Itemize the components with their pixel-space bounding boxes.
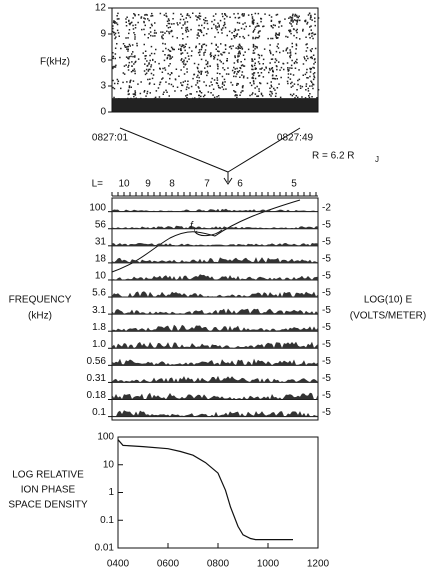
frequency-label: 5.6 bbox=[92, 288, 106, 299]
channel-trace bbox=[112, 243, 318, 246]
log-e-label: -2 bbox=[322, 202, 331, 213]
channel-trace bbox=[112, 324, 318, 332]
spectrogram-band bbox=[112, 98, 318, 112]
log-e-label: -5 bbox=[322, 219, 331, 230]
l-label: 9 bbox=[145, 179, 151, 190]
log-e-label: -5 bbox=[322, 339, 331, 350]
y-tick-label: 10 bbox=[103, 459, 115, 470]
channel-trace bbox=[112, 341, 318, 349]
y-axis-label: F(kHz) bbox=[40, 57, 70, 68]
arrow bbox=[223, 172, 233, 185]
log-e-label: -5 bbox=[322, 254, 331, 265]
channel-trace bbox=[112, 375, 318, 383]
x-tick-label: 0600 bbox=[157, 559, 180, 570]
annotation-sub: c bbox=[194, 227, 198, 234]
x-tick-label: 1200 bbox=[307, 559, 330, 570]
plot-frame bbox=[111, 7, 319, 113]
channel-frame bbox=[111, 197, 319, 421]
channel-trace bbox=[112, 208, 318, 212]
density-line bbox=[117, 439, 293, 541]
frequency-label: 56 bbox=[95, 219, 107, 230]
y-axis-label: SPACE DENSITY bbox=[8, 500, 88, 511]
log-e-label: -5 bbox=[322, 356, 331, 367]
channel-trace bbox=[112, 392, 318, 400]
y-tick-label: 100 bbox=[97, 432, 114, 443]
channel-trace bbox=[112, 225, 318, 229]
x-tick-label: 0827:49 bbox=[277, 133, 314, 144]
plot-frame bbox=[117, 436, 319, 549]
channel-trace bbox=[112, 274, 318, 280]
x-tick-label: 0400 bbox=[107, 559, 130, 570]
y2-axis-label: (VOLTS/METER) bbox=[350, 311, 426, 322]
y-tick-label: 0.01 bbox=[95, 543, 115, 554]
frequency-label: 1.8 bbox=[92, 322, 106, 333]
frequency-label: 1.0 bbox=[92, 339, 106, 350]
l-label: 8 bbox=[169, 179, 175, 190]
frequency-label: 3.1 bbox=[92, 305, 106, 316]
x-tick-label: 0800 bbox=[207, 559, 230, 570]
l-title: L= bbox=[92, 179, 104, 190]
l-label: 10 bbox=[118, 179, 130, 190]
frequency-label: 31 bbox=[95, 236, 107, 247]
y-axis-label: FREQUENCY bbox=[9, 295, 72, 306]
log-e-label: -5 bbox=[322, 271, 331, 282]
frequency-label: 18 bbox=[95, 254, 107, 265]
range-label: R = 6.2 R bbox=[312, 151, 355, 162]
y-axis-label: ION PHASE bbox=[21, 485, 76, 496]
zoom-lines bbox=[119, 127, 301, 173]
annotation: f bbox=[190, 221, 194, 232]
channel-trace bbox=[112, 257, 318, 263]
l-label: 5 bbox=[291, 179, 297, 190]
x-tick-label: 1000 bbox=[257, 559, 280, 570]
y-tick-label: 0 bbox=[100, 107, 106, 118]
frequency-label: 0.56 bbox=[87, 356, 107, 367]
y-tick-label: 3 bbox=[100, 81, 106, 92]
y-tick-label: 1 bbox=[108, 487, 114, 498]
frequency-label: 10 bbox=[95, 271, 107, 282]
log-e-label: -5 bbox=[322, 390, 331, 401]
frequency-label: 100 bbox=[89, 202, 106, 213]
log-e-label: -5 bbox=[322, 322, 331, 333]
fc-curve bbox=[111, 199, 301, 273]
range-sub: J bbox=[375, 155, 379, 164]
fc-pointer bbox=[194, 229, 223, 237]
frequency-label: 0.18 bbox=[87, 390, 107, 401]
y-tick-label: 0.1 bbox=[100, 515, 114, 526]
channel-trace bbox=[112, 358, 318, 366]
y2-axis-label: LOG(10) E bbox=[364, 295, 413, 306]
y-tick-label: 6 bbox=[100, 55, 106, 66]
log-e-label: -5 bbox=[322, 373, 331, 384]
y-axis-label: LOG RELATIVE bbox=[12, 470, 84, 481]
frequency-label: 0.1 bbox=[92, 407, 106, 418]
frequency-label: 0.31 bbox=[87, 373, 107, 384]
l-label: 7 bbox=[204, 179, 210, 190]
channel-trace bbox=[112, 308, 318, 315]
l-label: 6 bbox=[237, 179, 243, 190]
spectrogram-dots bbox=[112, 12, 320, 101]
y-tick-label: 9 bbox=[100, 29, 106, 40]
channel-trace bbox=[112, 410, 318, 417]
y-axis-label: (kHz) bbox=[28, 311, 52, 322]
log-e-label: -5 bbox=[322, 236, 331, 247]
channel-trace bbox=[112, 291, 318, 298]
log-e-label: -5 bbox=[322, 305, 331, 316]
x-tick-label: 0827:01 bbox=[92, 133, 129, 144]
y-tick-label: 12 bbox=[95, 3, 107, 14]
log-e-label: -5 bbox=[322, 407, 331, 418]
log-e-label: -5 bbox=[322, 288, 331, 299]
